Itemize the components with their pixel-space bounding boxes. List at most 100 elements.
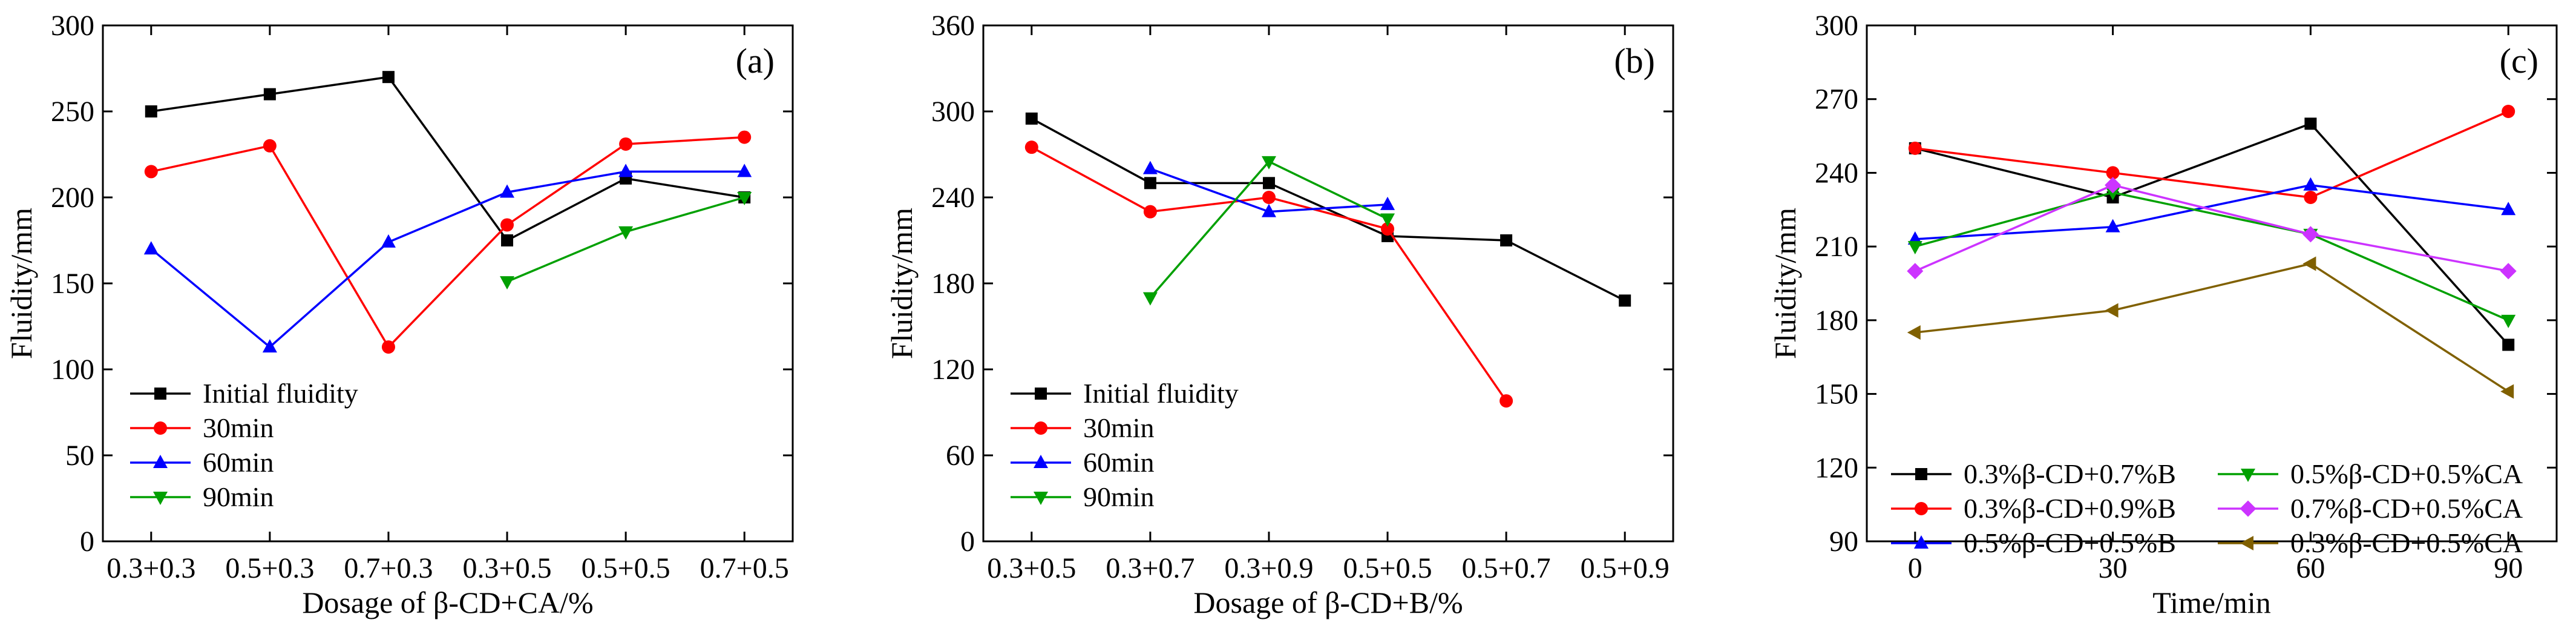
legend-marker [2241,469,2255,482]
legend-label: 30min [203,412,274,443]
legend-item: 0.5%β-CD+0.5%B [1891,527,2176,558]
series-line [1915,183,2509,272]
data-point [144,165,158,179]
legend-item: Initial fluidity [1011,378,1239,409]
legend-item: 60min [130,447,274,478]
legend-label: 90min [203,481,274,512]
data-point [1500,234,1513,246]
data-point [619,137,633,151]
y-tick-label: 300 [931,96,975,128]
series-line [1915,122,2509,346]
y-tick-label: 360 [931,10,975,42]
data-point [1262,177,1275,190]
series-line [151,136,745,349]
panel-b-chart: 0 60 120 180 240 300 360 0.3+0.5 0.3+0.7 0.3+0.9 0… [885,10,1674,619]
data-point [143,241,159,255]
series-initial-fluidity [1025,112,1631,307]
data-point [1025,112,1038,125]
data-point [1142,160,1158,174]
series-line [150,170,745,349]
x-tick-label: 0.5+0.5 [1343,552,1432,584]
series-0-3-cd-0-9-b [1908,105,2515,204]
legend-item: 60min [1011,447,1155,478]
series-60min [143,163,752,353]
legend-item: Initial fluidity [130,378,358,409]
series-90min [500,192,752,290]
data-point [2500,384,2514,399]
data-point [1380,213,1395,227]
legend-marker [2240,500,2256,517]
legend-marker [1914,535,1929,549]
data-point [2304,117,2317,130]
x-tick-label: 0.3+0.5 [987,552,1076,584]
series-line [1031,117,1625,302]
legend-marker [1915,468,1927,480]
legend-item: 90min [130,481,274,512]
series-line [151,76,745,242]
legend-label: Initial fluidity [203,378,358,409]
series-30min [144,130,752,354]
panel-label: (b) [1614,41,1655,81]
data-point [381,340,395,354]
legend-label: 90min [1083,481,1155,512]
series-90min [1142,156,1395,306]
data-point [1261,203,1276,217]
series-0-7-cd-0-5-ca [1907,177,2517,280]
data-point [2502,105,2515,118]
data-point [2502,338,2515,351]
legend: 0.3%β-CD+0.7%B0.3%β-CD+0.9%B0.5%β-CD+0.5… [1891,458,2523,558]
y-tick-label: 0 [960,526,975,558]
panel-label: (a) [736,41,775,81]
legend-label: 60min [1083,447,1155,478]
x-tick-label: 90 [2494,552,2523,584]
data-point [145,105,157,117]
x-axis-title: Time/min [2152,586,2270,619]
y-tick-label: 150 [1815,378,1858,411]
data-point [1381,222,1395,236]
series-line [1915,262,2509,392]
y-tick-label: 250 [51,96,94,128]
legend-item: 0.3%β-CD+0.5%CA [2218,527,2523,558]
legend-marker [2240,536,2253,550]
x-axis-title: Dosage of β-CD+B/% [1193,586,1463,619]
y-tick-label: 240 [1815,157,1858,189]
series-30min [1024,140,1513,408]
data-point [1907,241,1922,255]
y-axis-title: Fluidity/mm [885,208,919,359]
y-axis-title: Fluidity/mm [1768,208,1802,359]
data-point [2105,177,2122,194]
data-point [2303,177,2318,191]
data-point [1499,394,1513,408]
data-point [2106,166,2120,180]
series-0-5-cd-0-5-b [1907,177,2516,245]
y-tick-label: 180 [1815,305,1858,337]
legend-marker [1915,502,1928,515]
y-tick-label: 120 [1815,452,1858,484]
x-tick-label: 30 [2099,552,2128,584]
legend-item: 30min [130,412,274,443]
y-tick-label: 100 [51,354,94,386]
x-tick-label: 0.7+0.3 [344,552,433,584]
data-point [500,184,515,198]
data-point [2105,219,2120,233]
legend-label: 30min [1083,412,1155,443]
legend-marker [153,455,168,468]
plot-frame [1866,24,2558,543]
legend-marker [153,492,168,505]
data-point [1907,325,1921,340]
data-point [2105,186,2120,200]
x-tick-label: 0.7+0.5 [700,552,789,584]
x-tick-label: 0.5+0.3 [225,552,314,584]
y-tick-label: 210 [1815,231,1858,263]
legend-label: 0.5%β-CD+0.5%B [1964,527,2176,558]
data-point [737,192,752,205]
series-0-3-cd-0-5-ca [1907,256,2514,399]
panel-c-chart: 90 120 150 180 210 240 270 300 0 30 60 90 Time/min Fl… [1768,10,2558,619]
data-point [2302,226,2319,243]
data-point [1142,292,1158,306]
y-tick-label: 300 [1815,10,1858,42]
series-0-5-cd-0-5-ca [1907,186,2516,328]
legend-label: 0.5%β-CD+0.5%CA [2290,458,2523,489]
